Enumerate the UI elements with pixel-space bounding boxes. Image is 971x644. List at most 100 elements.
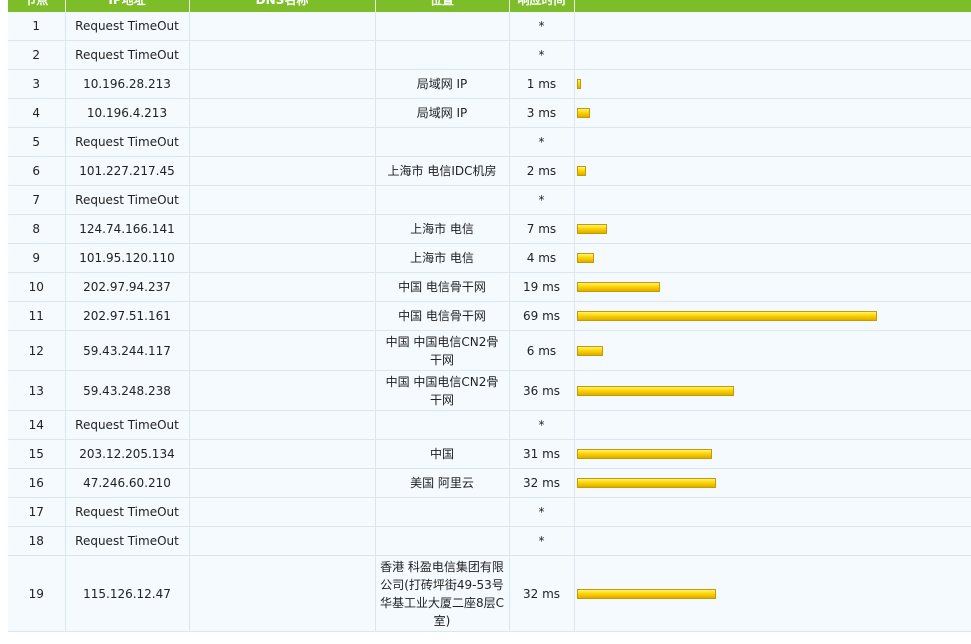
location-cell: 中国 bbox=[375, 439, 510, 469]
table-row: 1 Request TimeOut * bbox=[8, 12, 971, 41]
ip-address: 47.246.60.210 bbox=[65, 468, 190, 498]
table-row: 4 10.196.4.213 局域网 IP 3 ms bbox=[8, 98, 971, 128]
time-bar-cell bbox=[574, 127, 971, 157]
location: 美国 阿里云 bbox=[410, 476, 474, 490]
location-cell: 中国 中国电信CN2骨干网 bbox=[375, 330, 510, 371]
ip-address: 59.43.248.238 bbox=[65, 370, 190, 411]
response-time-bar bbox=[576, 108, 590, 118]
response-time: 19 ms bbox=[509, 272, 575, 302]
ip-address: 202.97.94.237 bbox=[65, 272, 190, 302]
table-row: 5 Request TimeOut * bbox=[8, 127, 971, 157]
location: 中国 中国电信CN2骨干网 bbox=[385, 374, 499, 407]
ip-address: 101.95.120.110 bbox=[65, 243, 190, 273]
table-row: 17 Request TimeOut * bbox=[8, 497, 971, 527]
time-bar-cell bbox=[574, 497, 971, 527]
location-cell bbox=[375, 526, 510, 556]
ip-address: Request TimeOut bbox=[65, 185, 190, 215]
response-time-bar bbox=[576, 478, 716, 488]
dns-name bbox=[189, 497, 376, 527]
response-time-bar bbox=[576, 79, 581, 89]
location-cell bbox=[375, 410, 510, 440]
table-row: 2 Request TimeOut * bbox=[8, 40, 971, 70]
response-time-bar bbox=[576, 449, 712, 459]
location: 中国 电信骨干网 bbox=[398, 280, 486, 294]
time-bar-cell bbox=[574, 185, 971, 215]
dns-name bbox=[189, 243, 376, 273]
hop-number: 12 bbox=[8, 330, 66, 371]
time-bar-cell bbox=[574, 243, 971, 273]
col-header-dns: DNS名称 bbox=[189, 0, 376, 12]
table-row: 10 202.97.94.237 中国 电信骨干网 19 ms bbox=[8, 272, 971, 302]
time-bar-cell bbox=[574, 98, 971, 128]
location: 上海市 电信 bbox=[410, 222, 474, 236]
table-row: 14 Request TimeOut * bbox=[8, 410, 971, 440]
dns-name bbox=[189, 156, 376, 186]
hop-number: 18 bbox=[8, 526, 66, 556]
ip-address: 124.74.166.141 bbox=[65, 214, 190, 244]
location-cell: 上海市 电信 bbox=[375, 214, 510, 244]
response-time: 36 ms bbox=[509, 370, 575, 411]
time-bar-cell bbox=[574, 69, 971, 99]
hop-number: 19 bbox=[8, 555, 66, 632]
response-time: * bbox=[509, 410, 575, 440]
dns-name bbox=[189, 330, 376, 371]
response-time-bar bbox=[576, 253, 594, 263]
hop-number: 2 bbox=[8, 40, 66, 70]
hop-number: 10 bbox=[8, 272, 66, 302]
location: 局域网 IP bbox=[416, 106, 468, 120]
response-time-bar bbox=[576, 385, 734, 396]
time-bar-cell bbox=[574, 12, 971, 41]
table-row: 3 10.196.28.213 局域网 IP 1 ms bbox=[8, 69, 971, 99]
table-row: 12 59.43.244.117 中国 中国电信CN2骨干网 6 ms bbox=[8, 330, 971, 371]
table-header-row: 节点 IP地址 DNS名称 位置 响应时间 bbox=[8, 0, 971, 12]
table-row: 8 124.74.166.141 上海市 电信 7 ms bbox=[8, 214, 971, 244]
dns-name bbox=[189, 370, 376, 411]
response-time-bar bbox=[576, 282, 660, 292]
table-row: 9 101.95.120.110 上海市 电信 4 ms bbox=[8, 243, 971, 273]
response-time: * bbox=[509, 185, 575, 215]
table-row: 19 115.126.12.47 香港 科盈电信集团有限公司(打砖坪街49-53号华… bbox=[8, 555, 971, 632]
ip-address: 101.227.217.45 bbox=[65, 156, 190, 186]
location-cell: 上海市 电信 bbox=[375, 243, 510, 273]
response-time: 31 ms bbox=[509, 439, 575, 469]
response-time-bar bbox=[576, 166, 586, 176]
table-row: 6 101.227.217.45 上海市 电信IDC机房 2 ms bbox=[8, 156, 971, 186]
location-cell bbox=[375, 185, 510, 215]
ip-address: 10.196.4.213 bbox=[65, 98, 190, 128]
time-bar-cell bbox=[574, 272, 971, 302]
ip-address: 203.12.205.134 bbox=[65, 439, 190, 469]
dns-name bbox=[189, 12, 376, 41]
col-header-location: 位置 bbox=[375, 0, 510, 12]
ip-address: 59.43.244.117 bbox=[65, 330, 190, 371]
hop-number: 7 bbox=[8, 185, 66, 215]
response-time-bar bbox=[576, 345, 603, 356]
dns-name bbox=[189, 439, 376, 469]
location-cell bbox=[375, 12, 510, 41]
response-time: 4 ms bbox=[509, 243, 575, 273]
time-bar-cell bbox=[574, 156, 971, 186]
dns-name bbox=[189, 555, 376, 632]
dns-name bbox=[189, 40, 376, 70]
ip-address: Request TimeOut bbox=[65, 127, 190, 157]
response-time: 69 ms bbox=[509, 301, 575, 331]
location-cell: 局域网 IP bbox=[375, 98, 510, 128]
ip-address: Request TimeOut bbox=[65, 410, 190, 440]
time-bar-cell bbox=[574, 301, 971, 331]
location-cell: 上海市 电信IDC机房 bbox=[375, 156, 510, 186]
response-time: 2 ms bbox=[509, 156, 575, 186]
ip-address: 10.196.28.213 bbox=[65, 69, 190, 99]
col-header-bar bbox=[574, 0, 971, 12]
time-bar-cell bbox=[574, 526, 971, 556]
response-time: 32 ms bbox=[509, 555, 575, 632]
table-row: 7 Request TimeOut * bbox=[8, 185, 971, 215]
time-bar-cell bbox=[574, 370, 971, 411]
response-time: 3 ms bbox=[509, 98, 575, 128]
dns-name bbox=[189, 127, 376, 157]
response-time: * bbox=[509, 12, 575, 41]
time-bar-cell bbox=[574, 439, 971, 469]
dns-name bbox=[189, 185, 376, 215]
location: 中国 中国电信CN2骨干网 bbox=[385, 334, 499, 367]
col-header-hop: 节点 bbox=[8, 0, 66, 12]
location: 上海市 电信IDC机房 bbox=[387, 164, 497, 178]
hop-number: 9 bbox=[8, 243, 66, 273]
